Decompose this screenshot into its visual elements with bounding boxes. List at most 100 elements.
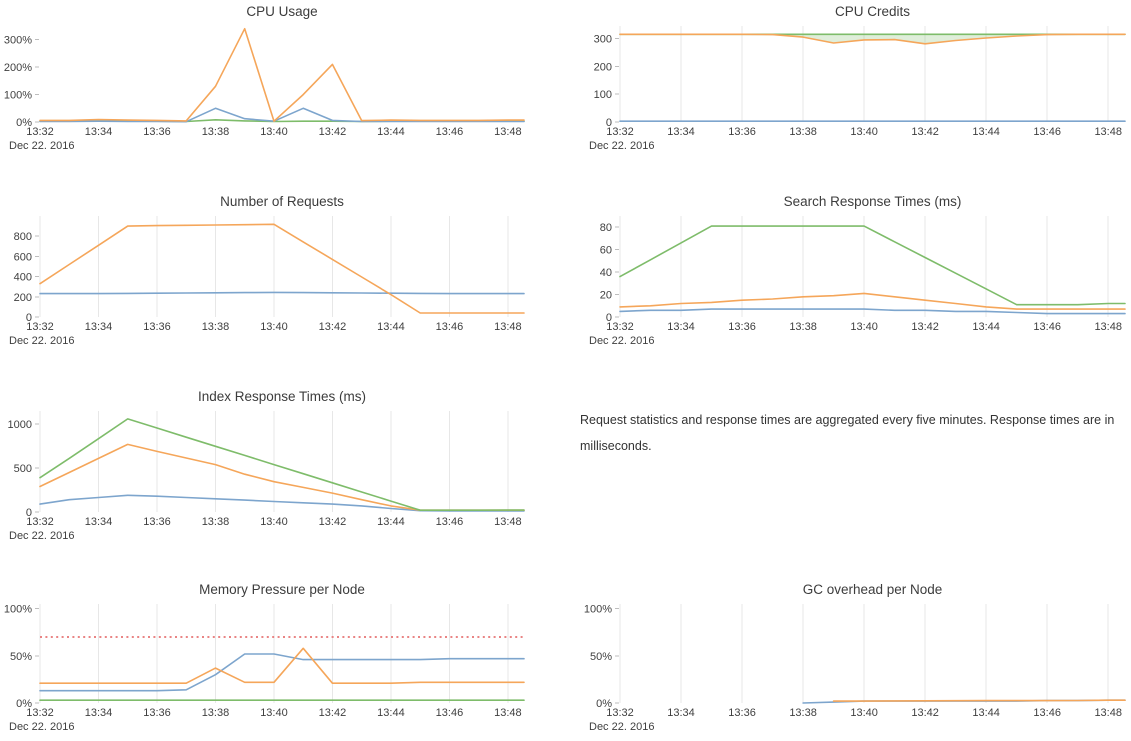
x-tick-label: 13:42 xyxy=(319,126,347,138)
index-response-times[interactable]: Index Response Times (ms) 0 500 1000 13:32 13… xyxy=(0,385,530,550)
x-tick-label: 13:34 xyxy=(85,516,113,528)
x-tick-label: 13:34 xyxy=(85,126,113,138)
x-tick-label: 13:40 xyxy=(260,707,288,719)
y-tick-label: 500 xyxy=(14,463,32,475)
chart-title: Search Response Times (ms) xyxy=(784,194,962,209)
x-tick-label: 13:48 xyxy=(1094,126,1122,138)
series-line-green xyxy=(619,225,1126,306)
x-tick-label: 13:46 xyxy=(1033,126,1061,138)
cpu-usage[interactable]: CPU Usage 0% 100% 200% 300% 13:32 13:34 13:36 13… xyxy=(0,0,530,160)
search-response-times-svg: Search Response Times (ms) 0 20 40 60 80 13:32… xyxy=(589,194,1126,347)
memory-pressure-per-node[interactable]: Memory Pressure per Node 0% 50% 100% 13:32 13… xyxy=(0,578,530,741)
y-tick-label: 60 xyxy=(600,245,612,257)
x-tick-label: 13:38 xyxy=(202,516,230,528)
x-axis-date: Dec 22. 2016 xyxy=(9,335,74,347)
y-tick-label: 100% xyxy=(4,90,32,102)
x-tick-label: 13:44 xyxy=(377,321,405,333)
y-tick-label: 0% xyxy=(596,698,612,710)
x-tick-label: 13:48 xyxy=(494,321,522,333)
x-tick-label: 13:42 xyxy=(319,707,347,719)
chart-title: Index Response Times (ms) xyxy=(198,389,366,404)
chart-title: Memory Pressure per Node xyxy=(199,582,365,597)
x-axis-date: Dec 22. 2016 xyxy=(589,335,654,347)
chart-title: CPU Usage xyxy=(246,4,317,19)
y-tick-label: 0 xyxy=(606,312,612,324)
x-tick-label: 13:48 xyxy=(494,126,522,138)
x-tick-label: 13:42 xyxy=(911,707,939,719)
x-tick-label: 13:40 xyxy=(850,126,878,138)
x-tick-label: 13:38 xyxy=(202,126,230,138)
x-tick-label: 13:32 xyxy=(26,126,54,138)
x-tick-label: 13:44 xyxy=(972,126,1000,138)
x-tick-label: 13:32 xyxy=(26,707,54,719)
y-tick-label: 0% xyxy=(16,117,32,129)
x-tick-label: 13:44 xyxy=(972,321,1000,333)
series-line-orange xyxy=(39,647,525,684)
x-tick-label: 13:42 xyxy=(319,516,347,528)
x-tick-label: 13:46 xyxy=(436,707,464,719)
cpu-usage-svg: CPU Usage 0% 100% 200% 300% 13:32 13:34 13:36 13… xyxy=(4,4,525,152)
x-tick-label: 13:34 xyxy=(667,707,695,719)
cpu-credits-svg: CPU Credits 0 100 200 300 13:32 13:34 13:36 13:3… xyxy=(589,4,1126,152)
x-tick-label: 13:44 xyxy=(377,516,405,528)
x-tick-label: 13:48 xyxy=(494,516,522,528)
x-tick-label: 13:46 xyxy=(436,126,464,138)
x-tick-label: 13:32 xyxy=(26,321,54,333)
x-tick-label: 13:38 xyxy=(202,707,230,719)
series-line-blue xyxy=(39,107,525,123)
y-tick-label: 200 xyxy=(594,61,612,73)
x-tick-label: 13:36 xyxy=(728,126,756,138)
x-tick-label: 13:46 xyxy=(436,321,464,333)
y-tick-label: 1000 xyxy=(8,419,32,431)
x-tick-label: 13:42 xyxy=(911,126,939,138)
gc-overhead-per-node[interactable]: GC overhead per Node 0% 50% 100% 13:32 13:34 1… xyxy=(580,578,1131,741)
series-line-blue xyxy=(619,308,1126,315)
series-line-blue xyxy=(39,494,525,512)
x-tick-label: 13:38 xyxy=(202,321,230,333)
series-line-orange xyxy=(832,699,1126,702)
y-tick-label: 40 xyxy=(600,267,612,279)
x-tick-label: 13:46 xyxy=(436,516,464,528)
x-axis-date: Dec 22. 2016 xyxy=(589,140,654,152)
memory-pressure-per-node-svg: Memory Pressure per Node 0% 50% 100% 13:32 13… xyxy=(4,582,525,733)
x-tick-label: 13:40 xyxy=(850,707,878,719)
x-tick-label: 13:40 xyxy=(260,516,288,528)
y-tick-label: 50% xyxy=(10,651,32,663)
x-tick-label: 13:48 xyxy=(1094,707,1122,719)
cpu-credits[interactable]: CPU Credits 0 100 200 300 13:32 13:34 13:36 13:3… xyxy=(580,0,1131,160)
x-tick-label: 13:32 xyxy=(606,321,634,333)
chart-title: Number of Requests xyxy=(220,194,344,209)
aggregation-note: Request statistics and response times ar… xyxy=(580,413,1115,453)
number-of-requests[interactable]: Number of Requests 0 200 400 600 800 13:32 13:3… xyxy=(0,190,530,355)
x-tick-label: 13:40 xyxy=(850,321,878,333)
x-tick-label: 13:34 xyxy=(85,707,113,719)
chart-title: CPU Credits xyxy=(835,4,910,19)
y-tick-label: 100% xyxy=(4,604,32,616)
series-line-orange xyxy=(619,33,1126,45)
x-tick-label: 13:32 xyxy=(606,126,634,138)
x-tick-label: 13:48 xyxy=(494,707,522,719)
x-tick-label: 13:36 xyxy=(143,126,171,138)
x-tick-label: 13:36 xyxy=(143,516,171,528)
search-response-times[interactable]: Search Response Times (ms) 0 20 40 60 80 13:32… xyxy=(580,190,1131,355)
y-tick-label: 100% xyxy=(584,604,612,616)
series-line-orange xyxy=(619,292,1126,310)
x-tick-label: 13:32 xyxy=(606,707,634,719)
y-tick-label: 0 xyxy=(26,507,32,519)
y-tick-label: 800 xyxy=(14,231,32,243)
y-tick-label: 0% xyxy=(16,698,32,710)
y-tick-label: 300 xyxy=(594,34,612,46)
x-tick-label: 13:36 xyxy=(728,707,756,719)
y-tick-label: 600 xyxy=(14,251,32,263)
x-axis-date: Dec 22. 2016 xyxy=(9,140,74,152)
chart-title: GC overhead per Node xyxy=(803,582,943,597)
x-tick-label: 13:46 xyxy=(1033,321,1061,333)
x-tick-label: 13:48 xyxy=(1094,321,1122,333)
series-line-orange xyxy=(39,223,525,314)
y-tick-label: 400 xyxy=(14,272,32,284)
x-tick-label: 13:44 xyxy=(972,707,1000,719)
x-tick-label: 13:42 xyxy=(911,321,939,333)
y-tick-label: 200% xyxy=(4,62,32,74)
x-tick-label: 13:40 xyxy=(260,126,288,138)
